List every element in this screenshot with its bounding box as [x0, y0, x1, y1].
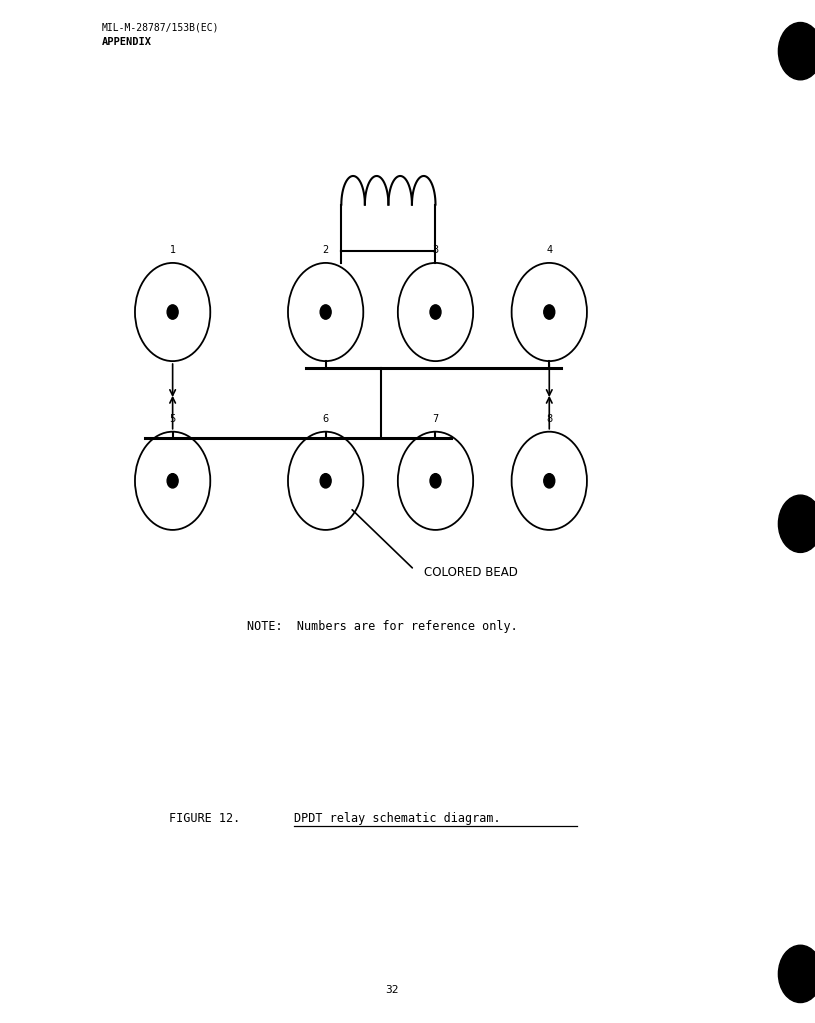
Circle shape [778, 23, 815, 80]
Text: DPDT relay schematic diagram.: DPDT relay schematic diagram. [294, 812, 501, 825]
Circle shape [778, 495, 815, 552]
Circle shape [167, 305, 178, 319]
Circle shape [320, 474, 331, 488]
Circle shape [430, 474, 441, 488]
Circle shape [430, 305, 441, 319]
Text: 1: 1 [170, 244, 176, 255]
Text: MIL-M-28787/153B(EC): MIL-M-28787/153B(EC) [102, 23, 219, 33]
Text: 8: 8 [546, 413, 553, 424]
Text: 7: 7 [433, 413, 438, 424]
Text: COLORED BEAD: COLORED BEAD [424, 567, 518, 579]
Circle shape [167, 474, 178, 488]
Text: 5: 5 [170, 413, 176, 424]
Circle shape [544, 474, 555, 488]
Text: 6: 6 [323, 413, 328, 424]
Circle shape [778, 945, 815, 1003]
Text: FIGURE 12.: FIGURE 12. [169, 812, 262, 825]
Text: 32: 32 [385, 985, 399, 995]
Text: 3: 3 [433, 244, 438, 255]
Circle shape [320, 305, 331, 319]
Text: NOTE:  Numbers are for reference only.: NOTE: Numbers are for reference only. [247, 620, 518, 632]
Circle shape [544, 305, 555, 319]
Text: 4: 4 [546, 244, 553, 255]
Text: APPENDIX: APPENDIX [102, 37, 152, 47]
Text: 2: 2 [323, 244, 328, 255]
